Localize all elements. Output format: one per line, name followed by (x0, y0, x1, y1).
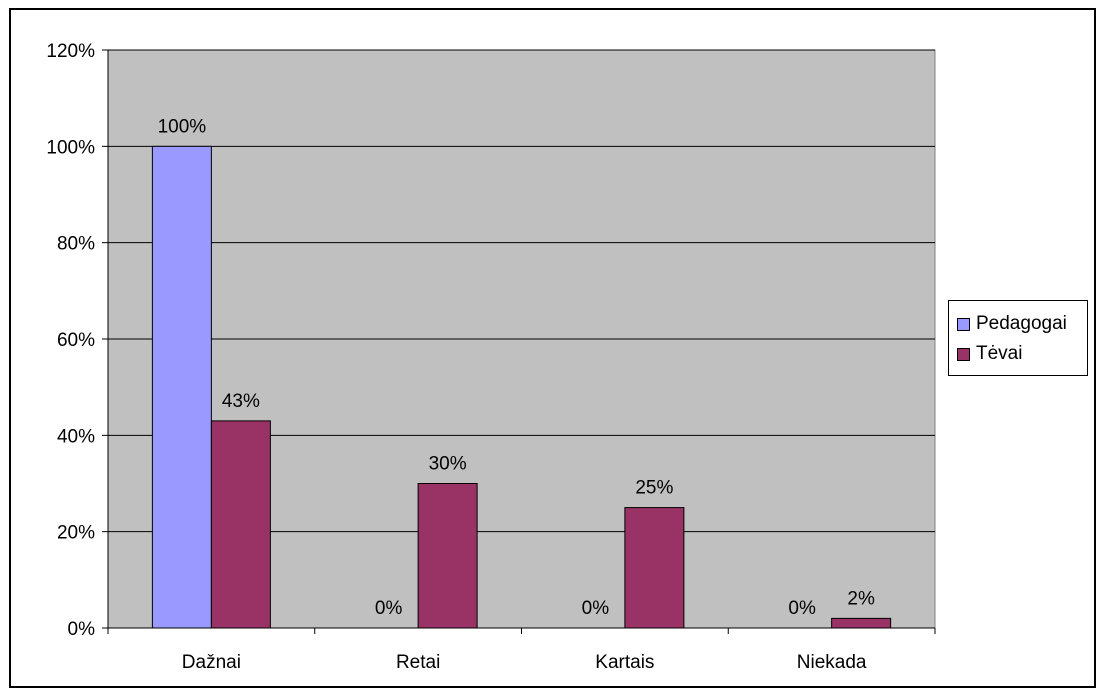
data-label: 0% (375, 598, 403, 619)
bar (624, 507, 685, 629)
x-tick-label: Dažnai (182, 652, 241, 673)
bar (210, 420, 271, 629)
data-label: 43% (222, 391, 260, 412)
x-tick-label: Niekada (797, 652, 867, 673)
y-tick-label: 0% (68, 619, 96, 640)
bar (417, 483, 478, 629)
y-tick-label: 60% (57, 330, 95, 351)
legend-item-tevai: Tėvai (957, 343, 1022, 365)
data-label: 0% (582, 598, 610, 619)
legend-swatch-tevai (957, 347, 970, 361)
y-tick-label: 80% (57, 234, 95, 255)
y-tick-label: 20% (57, 523, 95, 544)
data-label: 2% (847, 588, 875, 609)
legend-label-tevai: Tėvai (976, 343, 1023, 364)
y-tick-label: 120% (46, 41, 95, 62)
legend-swatch-pedagogai (957, 317, 970, 331)
y-tick-label: 40% (57, 426, 95, 447)
bar (831, 617, 892, 629)
data-label: 25% (635, 478, 673, 499)
x-tick-label: Retai (396, 652, 440, 673)
data-label: 0% (788, 598, 816, 619)
data-label: 30% (429, 454, 467, 475)
data-label: 100% (158, 116, 207, 137)
x-tick-label: Kartais (595, 652, 654, 673)
y-tick-label: 100% (46, 137, 95, 158)
bar (151, 145, 212, 629)
legend-label-pedagogai: Pedagogai (976, 313, 1067, 334)
legend: Pedagogai Tėvai (948, 300, 1088, 376)
legend-item-pedagogai: Pedagogai (957, 313, 1067, 335)
